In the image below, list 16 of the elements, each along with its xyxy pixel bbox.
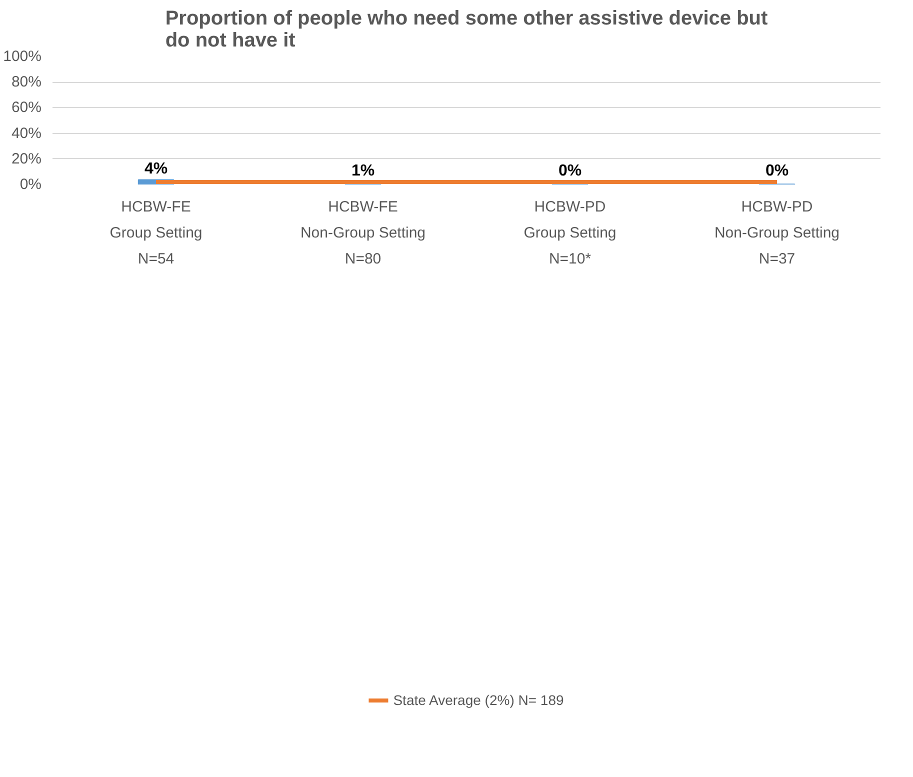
data-label: 4% xyxy=(144,160,168,178)
y-tick-label: 40% xyxy=(11,124,42,142)
category-label: HCBW-PD Group Setting N=10* xyxy=(524,198,616,268)
category-label: HCBW-FE Group Setting N=54 xyxy=(110,198,202,268)
y-tick-label: 0% xyxy=(20,176,42,193)
data-label: 0% xyxy=(558,162,582,180)
data-label: 0% xyxy=(765,162,789,180)
y-tick-label: 60% xyxy=(11,99,42,116)
y-tick-label: 20% xyxy=(11,150,42,168)
category-label: HCBW-FE Non-Group Setting N=80 xyxy=(300,198,426,268)
chart-title: Proportion of people who need some other assistive device but do not have it xyxy=(165,8,768,52)
y-tick-label: 80% xyxy=(11,74,42,91)
y-tick-label: 100% xyxy=(3,48,42,65)
legend-label: State Average (2%) N= 189 xyxy=(393,692,564,708)
category-label: HCBW-PD Non-Group Setting N=37 xyxy=(714,198,840,268)
data-label: 1% xyxy=(351,162,375,180)
